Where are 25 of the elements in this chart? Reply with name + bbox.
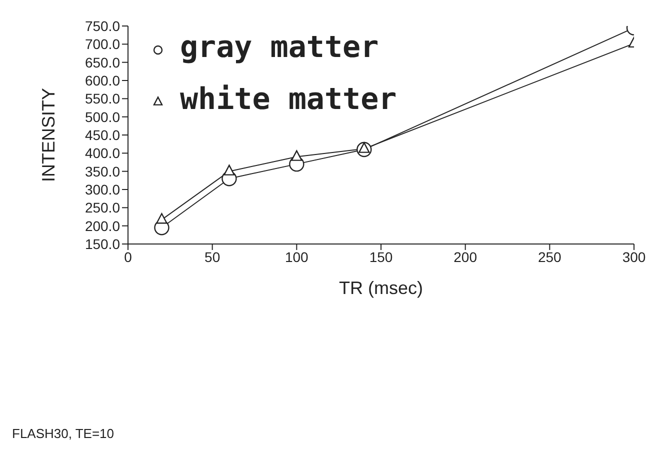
y-tick-label: 700.0	[84, 36, 120, 52]
y-tick-label: 750.0	[84, 18, 120, 34]
x-tick-label: 100	[284, 248, 309, 265]
x-tick-label: 250	[538, 248, 562, 265]
legend-label: white matter	[180, 81, 397, 119]
y-tick-label: 450.0	[84, 126, 120, 143]
x-tick-label: 300	[622, 248, 646, 265]
x-axis-title: TR (msec)	[339, 278, 423, 298]
y-tick-label: 600.0	[84, 72, 120, 88]
legend-label: gray matter	[180, 29, 379, 67]
x-tick-label: 200	[454, 248, 478, 265]
text: FLASH30, TE=10	[12, 426, 114, 441]
y-axis-title: INTENSITY	[38, 88, 58, 182]
x-tick-label: 150	[369, 248, 393, 265]
y-tick-label: 200.0	[84, 218, 120, 234]
y-tick-label: 150.0	[84, 236, 120, 252]
y-tick-label: 500.0	[84, 108, 120, 125]
y-tick-label: 350.0	[84, 163, 120, 180]
y-tick-label: 650.0	[84, 54, 120, 70]
y-tick-label: 400.0	[84, 145, 120, 162]
x-tick-label: 0	[124, 248, 132, 265]
x-tick-label: 50	[204, 248, 220, 265]
y-tick-label: 550.0	[84, 90, 120, 107]
y-tick-label: 250.0	[84, 200, 120, 216]
y-tick-label: 300.0	[84, 181, 120, 198]
